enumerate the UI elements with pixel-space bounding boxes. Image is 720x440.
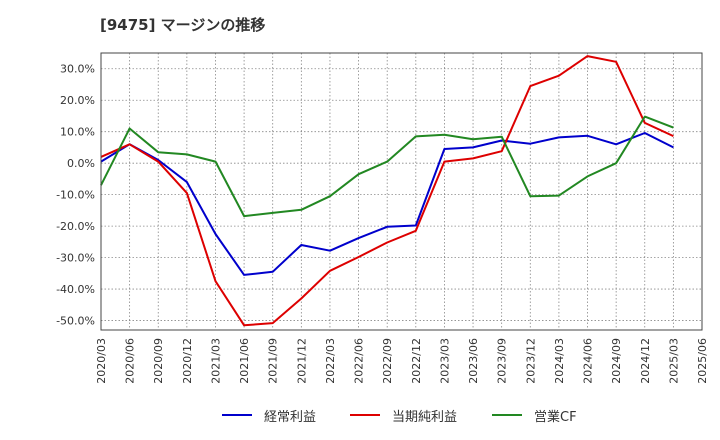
x-tick-label: 2022/12 [410,338,423,384]
x-tick-label: 2023/09 [496,338,509,384]
series-line-2 [100,115,674,218]
plot-frame [100,52,703,331]
y-tick-label: 0.0% [67,157,95,170]
series-lines [100,55,674,327]
x-axis-ticks: 2020/03 2020/06 2020/09 2020/12 2021/03 2021/… [95,338,709,384]
x-tick-label: 2021/06 [238,338,251,384]
x-tick-label: 2021/09 [267,338,280,384]
legend-item-eigyo-cf: 営業CF [492,404,577,426]
y-axis-ticks: 30.0% 20.0% 10.0% 0.0% -10.0% -20.0% -30.0% -40… [56,63,95,328]
y-tick-label: -30.0% [56,252,95,265]
legend-swatch-junri [350,413,380,417]
x-tick-label: 2023/12 [524,338,537,384]
x-tick-label: 2024/09 [610,338,623,384]
x-tick-label: 2024/12 [639,338,652,384]
x-tick-label: 2021/03 [209,338,222,384]
x-tick-label: 2022/06 [353,338,366,384]
x-tick-label: 2025/03 [667,338,680,384]
y-tick-label: -20.0% [56,220,95,233]
y-tick-label: 10.0% [60,126,95,139]
x-tick-label: 2020/06 [124,338,137,384]
x-tick-label: 2021/12 [295,338,308,384]
legend-swatch-eigyo-cf [492,413,522,417]
y-tick-label: -40.0% [56,283,95,296]
legend: 経常利益 当期純利益 営業CF [0,404,720,426]
legend-swatch-keijo [222,413,252,417]
x-tick-label: 2020/09 [152,338,165,384]
x-tick-label: 2024/03 [553,338,566,384]
legend-item-keijo: 経常利益 [222,404,316,426]
legend-label-eigyo-cf: 営業CF [534,409,577,425]
y-tick-label: -10.0% [56,189,95,202]
x-tick-label: 2025/06 [696,338,709,384]
series-line-1 [100,55,674,327]
x-tick-label: 2023/06 [467,338,480,384]
x-tick-label: 2020/12 [181,338,194,384]
x-tick-label: 2024/06 [582,338,595,384]
y-tick-label: 30.0% [60,63,95,76]
legend-label-keijo: 経常利益 [264,409,317,425]
grid [101,53,702,330]
x-tick-label: 2020/03 [95,338,108,384]
series-line-0 [100,132,674,276]
chart-title: [9475] マージンの推移 [100,16,266,34]
x-tick-label: 2022/09 [381,338,394,384]
legend-item-junri: 当期純利益 [350,404,457,426]
y-tick-label: 20.0% [60,94,95,107]
y-tick-label: -50.0% [56,315,95,328]
legend-label-junri: 当期純利益 [392,409,458,425]
x-tick-label: 2023/03 [438,338,451,384]
x-tick-label: 2022/03 [324,338,337,384]
